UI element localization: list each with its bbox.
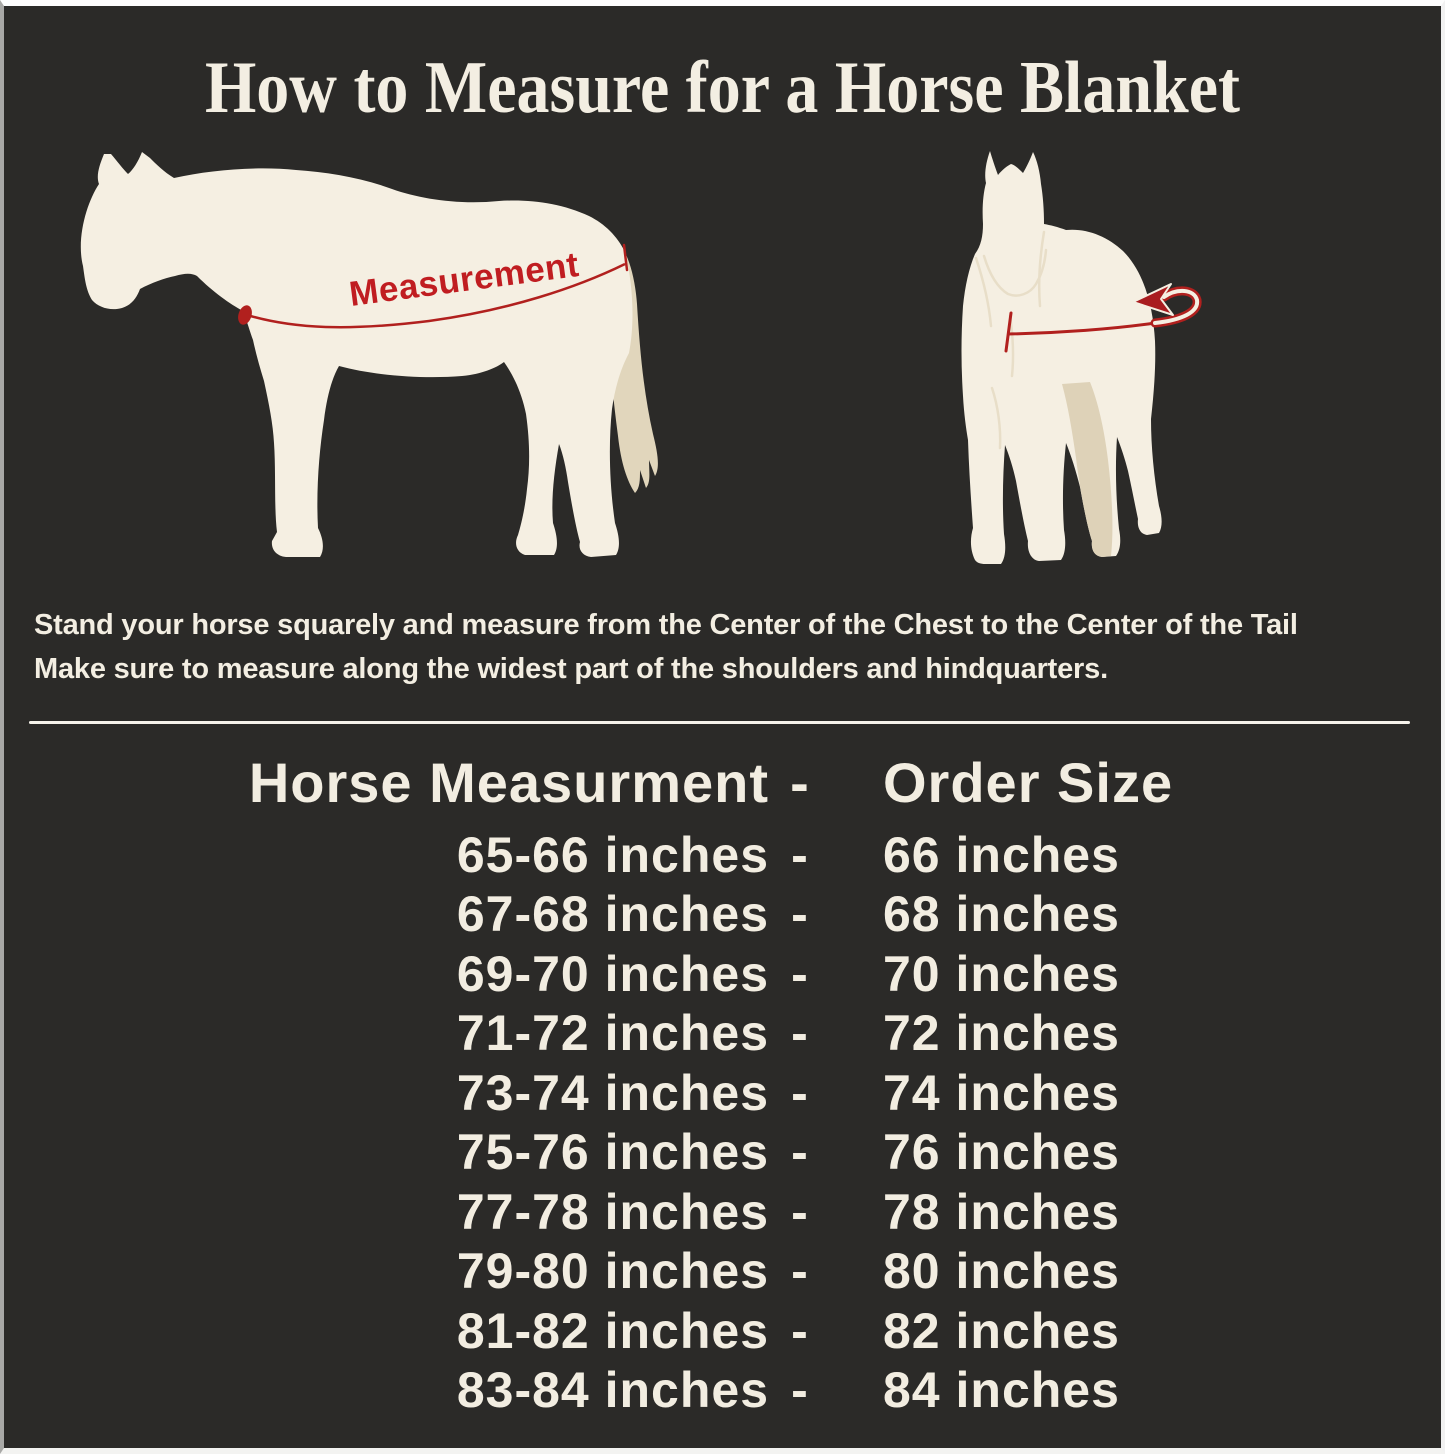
size-table-row: 83-84 inches - 84 inches <box>4 1361 1441 1421</box>
row-separator: - <box>791 826 809 883</box>
size-table: Horse Measurment - Order Size 65-66 inch… <box>4 739 1441 1420</box>
page-title: How to Measure for a Horse Blanket <box>204 47 1241 129</box>
wrap-around-measure-arrow-icon <box>1132 283 1202 328</box>
order-size-value: 84 inches <box>883 1362 1120 1419</box>
size-table-row: 81-82 inches - 82 inches <box>4 1301 1441 1361</box>
horse-measurement-value: 67-68 inches <box>456 886 769 943</box>
size-table-row: 65-66 inches - 66 inches <box>4 825 1441 885</box>
front-horse-silhouette <box>961 151 1162 564</box>
size-table-row: 71-72 inches - 72 inches <box>4 1004 1441 1064</box>
instructions-line-2: Make sure to measure along the widest pa… <box>34 653 1108 685</box>
row-separator: - <box>791 1064 809 1121</box>
row-separator: - <box>791 945 809 1002</box>
order-size-value: 72 inches <box>883 1005 1120 1062</box>
size-table-body: 65-66 inches - 66 inches 67-68 inches - … <box>4 825 1441 1420</box>
size-table-row: 67-68 inches - 68 inches <box>4 885 1441 945</box>
header-size-col: Order Size <box>883 750 1174 814</box>
section-divider <box>29 721 1410 724</box>
front-horse-detail-lines <box>974 230 1048 450</box>
header-measurement-col: Horse Measurment <box>248 750 769 814</box>
header-separator: - <box>790 750 810 814</box>
arrowhead <box>1132 283 1174 316</box>
horse-measurement-value: 83-84 inches <box>456 1362 769 1419</box>
order-size-value: 76 inches <box>883 1124 1120 1181</box>
horse-measurement-value: 75-76 inches <box>456 1124 769 1181</box>
row-separator: - <box>791 1124 809 1181</box>
horse-measurement-illustration: Measurement <box>80 151 1202 564</box>
measure-start-marker <box>238 305 252 325</box>
chest-tick <box>1004 311 1013 353</box>
instructions-line-1: Stand your horse squarely and measure fr… <box>34 609 1298 641</box>
horse-measurement-value: 65-66 inches <box>456 826 769 883</box>
horse-measurement-value: 79-80 inches <box>456 1243 769 1300</box>
order-size-value: 80 inches <box>883 1243 1120 1300</box>
measurement-line-side <box>246 262 626 329</box>
size-table-row: 75-76 inches - 76 inches <box>4 1123 1441 1183</box>
measuring-instructions: Stand your horse squarely and measure fr… <box>34 603 1298 691</box>
horse-measurement-value: 77-78 inches <box>456 1183 769 1240</box>
row-separator: - <box>791 1183 809 1240</box>
row-separator: - <box>791 1302 809 1359</box>
size-table-header: Horse Measurment - Order Size <box>4 739 1441 825</box>
horse-measurement-value: 71-72 inches <box>456 1005 769 1062</box>
side-view-horse-icon: Measurement <box>80 152 658 557</box>
measurement-line-front <box>1007 321 1156 336</box>
order-size-value: 66 inches <box>883 826 1120 883</box>
row-separator: - <box>791 1243 809 1300</box>
horse-measurement-value: 69-70 inches <box>456 945 769 1002</box>
order-size-value: 74 inches <box>883 1064 1120 1121</box>
size-table-row: 73-74 inches - 74 inches <box>4 1063 1441 1123</box>
order-size-value: 70 inches <box>883 945 1120 1002</box>
size-table-row: 79-80 inches - 80 inches <box>4 1242 1441 1302</box>
side-horse-silhouette <box>80 152 633 557</box>
measurement-end-tick <box>622 243 629 272</box>
row-separator: - <box>791 886 809 943</box>
row-separator: - <box>791 1362 809 1419</box>
order-size-value: 78 inches <box>883 1183 1120 1240</box>
order-size-value: 82 inches <box>883 1302 1120 1359</box>
horse-measurement-value: 81-82 inches <box>456 1302 769 1359</box>
horse-measurement-value: 73-74 inches <box>456 1064 769 1121</box>
size-table-row: 69-70 inches - 70 inches <box>4 944 1441 1004</box>
front-view-horse-icon <box>961 151 1202 564</box>
order-size-value: 68 inches <box>883 886 1120 943</box>
far-hind-leg-shade <box>1062 382 1113 557</box>
row-separator: - <box>791 1005 809 1062</box>
size-table-row: 77-78 inches - 78 inches <box>4 1182 1441 1242</box>
